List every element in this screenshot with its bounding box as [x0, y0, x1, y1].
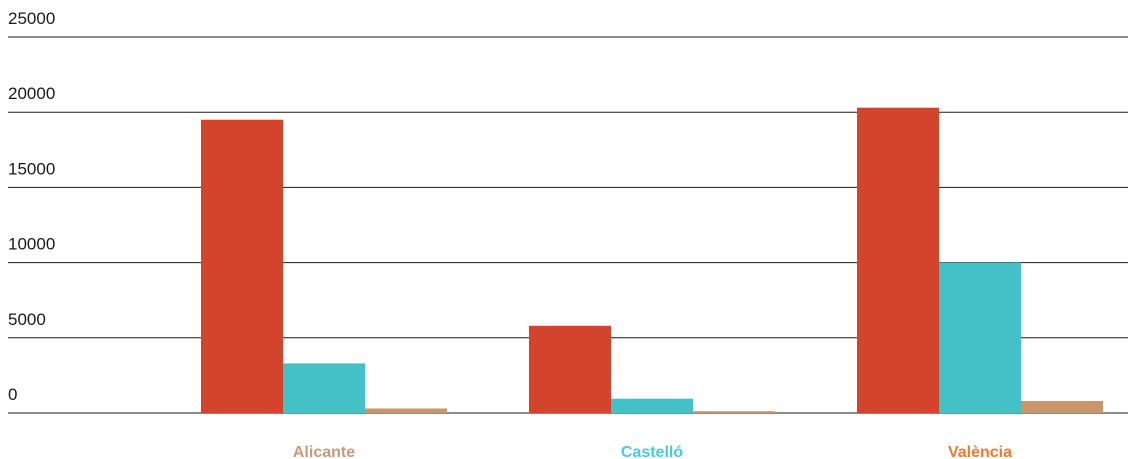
- y-tick-label: 20000: [8, 84, 55, 103]
- bar: [611, 398, 693, 413]
- y-tick-label: 0: [8, 385, 17, 404]
- y-axis-ticks: 0 5000 10000 15000 20000 25000: [8, 9, 55, 404]
- y-tick-label: 5000: [8, 310, 46, 329]
- bar: [857, 107, 939, 414]
- x-axis-ticks: Alicante Castelló València: [293, 444, 1012, 459]
- x-tick-label: Castelló: [621, 444, 683, 459]
- bar: [693, 411, 775, 413]
- bar: [283, 363, 365, 413]
- bar: [529, 325, 611, 413]
- y-tick-label: 10000: [8, 235, 55, 254]
- y-tick-label: 15000: [8, 159, 55, 178]
- bar: [939, 262, 1021, 413]
- bars: [201, 107, 1103, 414]
- bar: [365, 408, 447, 413]
- x-tick-label: València: [948, 444, 1012, 459]
- bar: [201, 119, 283, 413]
- bar: [1021, 400, 1103, 413]
- x-tick-label: Alicante: [293, 444, 355, 459]
- y-tick-label: 25000: [8, 9, 55, 28]
